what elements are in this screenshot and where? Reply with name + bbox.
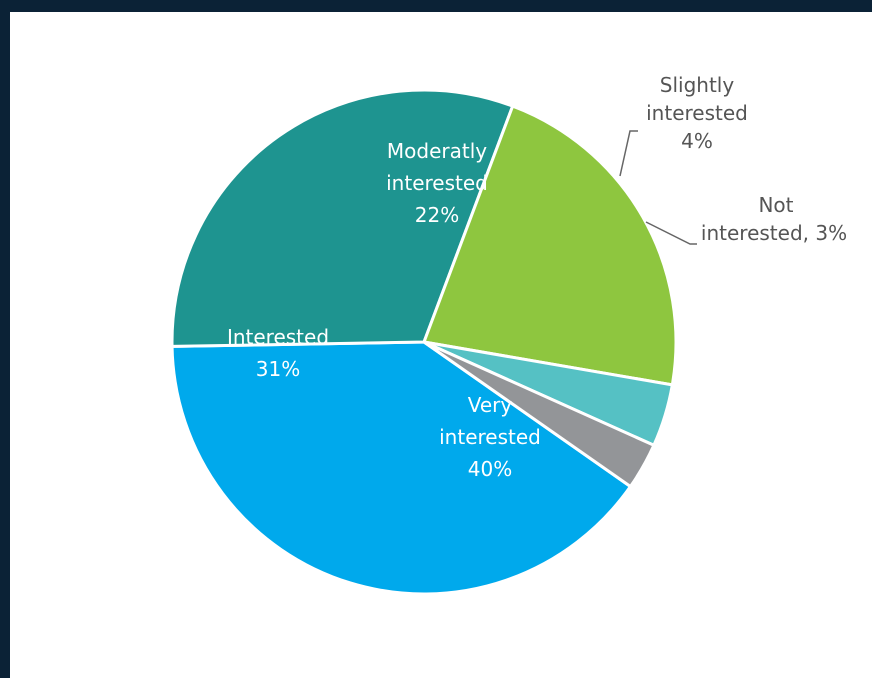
slice-label-line: 22% — [415, 203, 459, 227]
pie-slice-not-interested — [422, 340, 656, 489]
slice-label-line: interested — [646, 101, 748, 125]
slice-label-very-interested: Very interested 40% — [439, 393, 541, 481]
slice-label-line: Very — [468, 393, 513, 417]
slice-label-line: 40% — [468, 457, 512, 481]
leader-line — [645, 221, 697, 245]
pie-slice-very-interested — [170, 340, 632, 596]
pie-slice-interested — [170, 88, 515, 348]
slice-label-line: 4% — [681, 129, 713, 153]
leader-line — [619, 130, 638, 177]
pie-slices — [170, 88, 678, 596]
leader-lines — [619, 130, 697, 245]
slice-label-line: Slightly — [660, 73, 735, 97]
slice-labels: Very interested 40% Interested 31% Moderatly i… — [227, 73, 847, 481]
pie-slice-moderatly-interested — [422, 104, 678, 387]
slice-label-line: 31% — [256, 357, 300, 381]
slice-label-slightly-interested: Slightly interested 4% — [646, 73, 748, 153]
slice-label-line: Interested — [227, 325, 329, 349]
slice-label-line: interested — [439, 425, 541, 449]
slice-label-line: Not — [758, 193, 793, 217]
slice-label-line: interested, 3% — [701, 221, 847, 245]
slice-label-interested: Interested 31% — [227, 325, 329, 381]
slice-label-moderatly-interested: Moderatly interested 22% — [386, 139, 488, 227]
slice-label-not-interested: Not interested, 3% — [701, 193, 847, 245]
slice-label-line: Moderatly — [387, 139, 487, 163]
slice-label-line: interested — [386, 171, 488, 195]
